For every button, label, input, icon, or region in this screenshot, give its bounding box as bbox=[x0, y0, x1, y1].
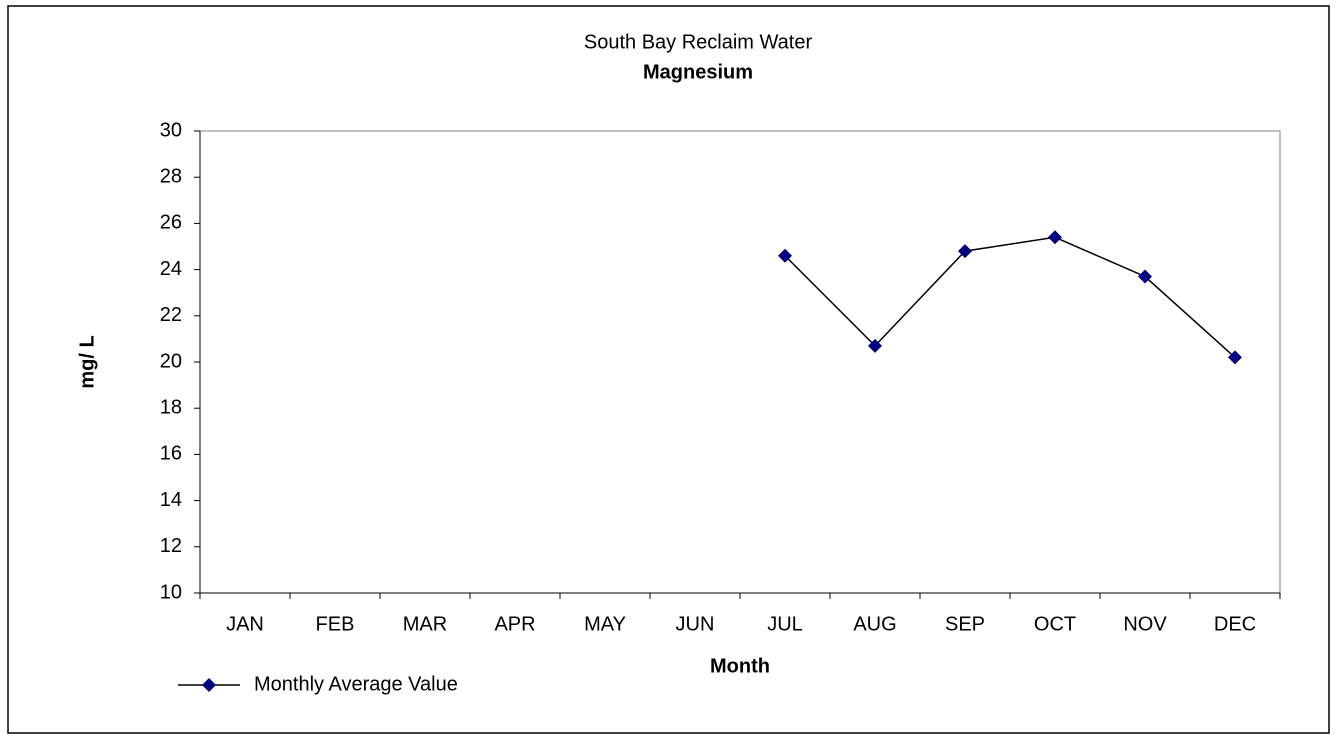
x-tick-label: JUN bbox=[676, 613, 715, 635]
data-point bbox=[958, 244, 972, 259]
chart-title: South Bay Reclaim Water bbox=[584, 31, 813, 53]
x-tick-label: OCT bbox=[1034, 613, 1076, 635]
y-tick-label: 24 bbox=[160, 258, 182, 280]
x-tick-label: DEC bbox=[1214, 613, 1256, 635]
x-tick-label: FEB bbox=[316, 613, 355, 635]
y-tick-label: 28 bbox=[160, 165, 182, 187]
y-axis-label: mg/ L bbox=[76, 335, 98, 388]
y-tick-label: 22 bbox=[160, 304, 182, 326]
y-tick-label: 14 bbox=[160, 489, 182, 511]
series-line bbox=[784, 236, 1236, 358]
data-point bbox=[778, 248, 792, 263]
data-point bbox=[1138, 269, 1152, 284]
x-tick-label: JUL bbox=[767, 613, 803, 635]
x-tick-label: APR bbox=[494, 613, 535, 635]
legend-marker bbox=[202, 678, 216, 692]
x-axis-label: Month bbox=[710, 655, 770, 677]
x-tick-label: SEP bbox=[945, 613, 985, 635]
x-tick-label: NOV bbox=[1123, 613, 1167, 635]
y-tick-label: 18 bbox=[160, 396, 182, 418]
y-tick-label: 26 bbox=[160, 212, 182, 234]
y-tick-label: 16 bbox=[160, 443, 182, 465]
x-tick-label: MAR bbox=[403, 613, 447, 635]
chart-frame bbox=[7, 5, 1330, 734]
x-tick-label: MAY bbox=[584, 613, 626, 635]
data-point bbox=[1048, 230, 1062, 245]
chart-subtitle: Magnesium bbox=[643, 61, 753, 83]
x-tick-label: AUG bbox=[853, 613, 896, 635]
y-tick-label: 12 bbox=[160, 535, 182, 557]
y-tick-label: 10 bbox=[160, 581, 182, 603]
data-point bbox=[868, 338, 882, 353]
x-tick-label: JAN bbox=[226, 613, 264, 635]
legend-label: Monthly Average Value bbox=[254, 673, 458, 695]
y-tick-label: 30 bbox=[160, 119, 182, 141]
data-point bbox=[1228, 350, 1242, 365]
y-tick-label: 20 bbox=[160, 350, 182, 372]
